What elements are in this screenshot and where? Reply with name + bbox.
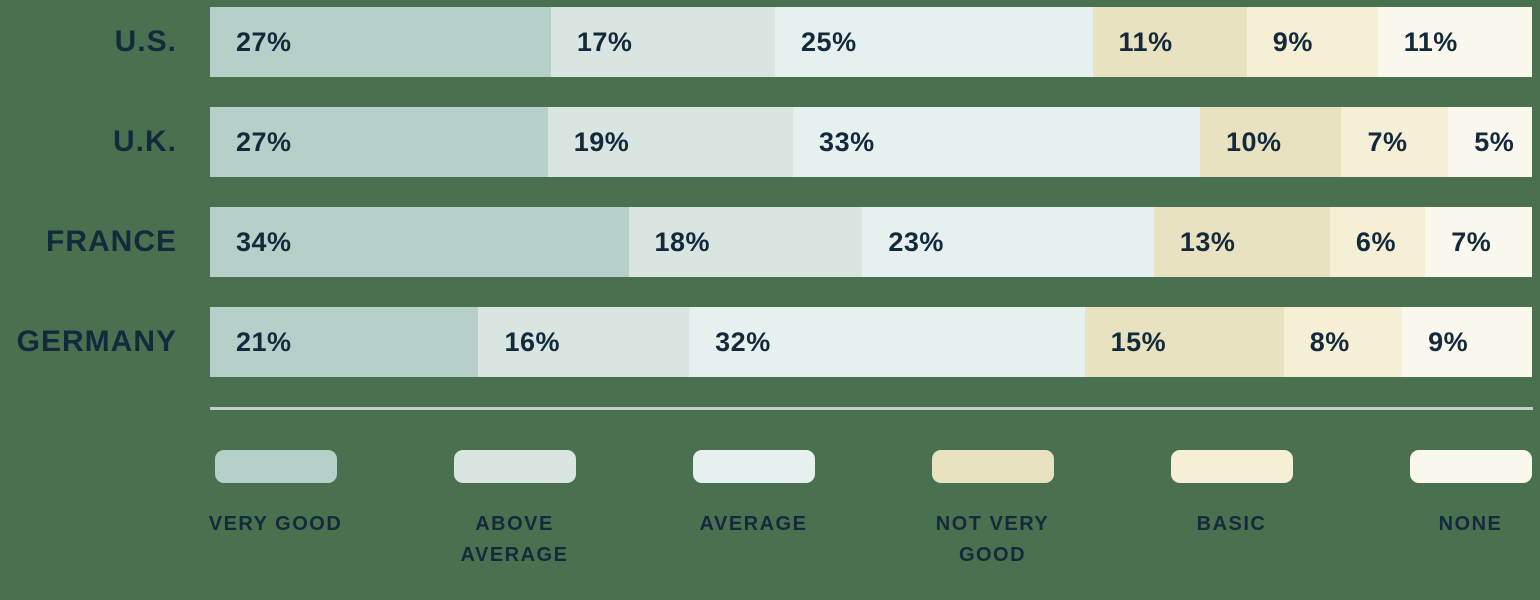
bar-segment-value: 25% [801, 26, 857, 57]
bar-segment: 32% [689, 307, 1085, 377]
bar-segment: 7% [1341, 107, 1449, 177]
bar-segment: 8% [1283, 307, 1403, 377]
divider [210, 407, 1533, 410]
stacked-bar: 34% 18% 23% 13% 6% 7% [210, 207, 1532, 277]
bar-segment: 17% [550, 7, 776, 77]
stacked-bar-chart: U.S. 27% 17% 25% 11% 9% 11% U.K. 27% 19% 33% 10% 7% 5… [0, 7, 1540, 571]
bar-segment: 25% [775, 7, 1093, 77]
bar-segment-value: 8% [1309, 326, 1350, 357]
legend-item: NOT VERY GOOD [873, 450, 1112, 571]
legend-item-label: BASIC [1196, 513, 1267, 535]
bar-segment: 19% [547, 107, 794, 177]
legend-item-label: NONE [1438, 513, 1503, 535]
bar-segment-value: 33% [819, 126, 875, 157]
legend-item-label: AVERAGE [699, 513, 808, 535]
bar-segment-value: 27% [236, 126, 292, 157]
bar-segment-value: 15% [1110, 326, 1167, 357]
bar-segment-value: 9% [1272, 26, 1313, 57]
bar-segment-value: 34% [236, 226, 292, 257]
bar-segment-value: 11% [1403, 26, 1458, 57]
bar-segment: 9% [1402, 307, 1533, 377]
stacked-bar: 21% 16% 32% 15% 8% 9% [210, 307, 1533, 377]
legend-item-label: NOT VERY GOOD [935, 513, 1050, 566]
bar-row-label: U.S. [114, 25, 177, 58]
legend-swatch [931, 450, 1054, 483]
bar-segment-value: 18% [654, 226, 711, 257]
bar-row-label: U.K. [113, 125, 177, 158]
bar-segment-value: 7% [1451, 226, 1492, 257]
bar-segment-value: 6% [1355, 226, 1396, 257]
bar-segment-value: 16% [504, 326, 560, 357]
legend-swatch [692, 450, 815, 483]
bar-row: U.K. 27% 19% 33% 10% 7% 5% [0, 107, 1540, 177]
bar-segment: 5% [1448, 107, 1532, 177]
bar-segment-value: 5% [1474, 126, 1515, 157]
bar-segment-value: 7% [1367, 126, 1408, 157]
bar-row-label: FRANCE [46, 225, 177, 258]
bar-segment-value: 13% [1179, 226, 1236, 257]
bar-segment: 9% [1246, 7, 1378, 77]
bar-segment-value: 11% [1118, 26, 1173, 57]
legend-item: ABOVE AVERAGE [395, 450, 634, 571]
bar-segment: 7% [1425, 207, 1532, 277]
legend-item-label: ABOVE AVERAGE [460, 513, 569, 566]
bar-segment-value: 21% [236, 326, 292, 357]
bar-segment-value: 9% [1428, 326, 1469, 357]
bar-segment-value: 27% [236, 26, 292, 57]
bar-row: FRANCE 34% 18% 23% 13% 6% 7% [0, 207, 1540, 277]
legend-item: NONE [1351, 450, 1540, 571]
legend-item: VERY GOOD [156, 450, 395, 571]
stacked-bar: 27% 19% 33% 10% 7% 5% [210, 107, 1532, 177]
bar-segment: 27% [210, 107, 548, 177]
bar-rows: U.S. 27% 17% 25% 11% 9% 11% U.K. 27% 19% 33% 10% 7% 5… [0, 7, 1540, 377]
legend-swatch [214, 450, 337, 483]
bar-segment: 16% [478, 307, 690, 377]
bar-segment: 11% [1092, 7, 1247, 77]
bar-segment: 13% [1153, 207, 1330, 277]
legend-swatch [1170, 450, 1293, 483]
stacked-bar: 27% 17% 25% 11% 9% 11% [210, 7, 1532, 77]
bar-segment: 34% [210, 207, 629, 277]
bar-row-label: GERMANY [16, 325, 177, 358]
bar-row: GERMANY 21% 16% 32% 15% 8% 9% [0, 307, 1540, 377]
legend-swatch [1409, 450, 1532, 483]
bar-segment: 10% [1200, 107, 1342, 177]
bar-segment-value: 10% [1226, 126, 1282, 157]
legend-item: BASIC [1112, 450, 1351, 571]
bar-segment-value: 17% [576, 26, 633, 57]
bar-segment-value: 19% [573, 126, 630, 157]
legend-item-label: VERY GOOD [208, 513, 343, 535]
legend: VERY GOOD ABOVE AVERAGE AVERAGE NOT VERY GO… [156, 450, 1540, 571]
legend-swatch [453, 450, 576, 483]
bar-segment: 27% [210, 7, 551, 77]
bar-segment: 21% [210, 307, 479, 377]
bar-row: U.S. 27% 17% 25% 11% 9% 11% [0, 7, 1540, 77]
bar-segment: 33% [793, 107, 1201, 177]
bar-segment: 23% [862, 207, 1154, 277]
bar-segment: 18% [628, 207, 863, 277]
bar-segment: 11% [1377, 7, 1532, 77]
bar-segment: 15% [1084, 307, 1284, 377]
bar-segment-value: 23% [888, 226, 944, 257]
bar-segment: 6% [1329, 207, 1426, 277]
bar-segment-value: 32% [715, 326, 771, 357]
legend-item: AVERAGE [634, 450, 873, 571]
